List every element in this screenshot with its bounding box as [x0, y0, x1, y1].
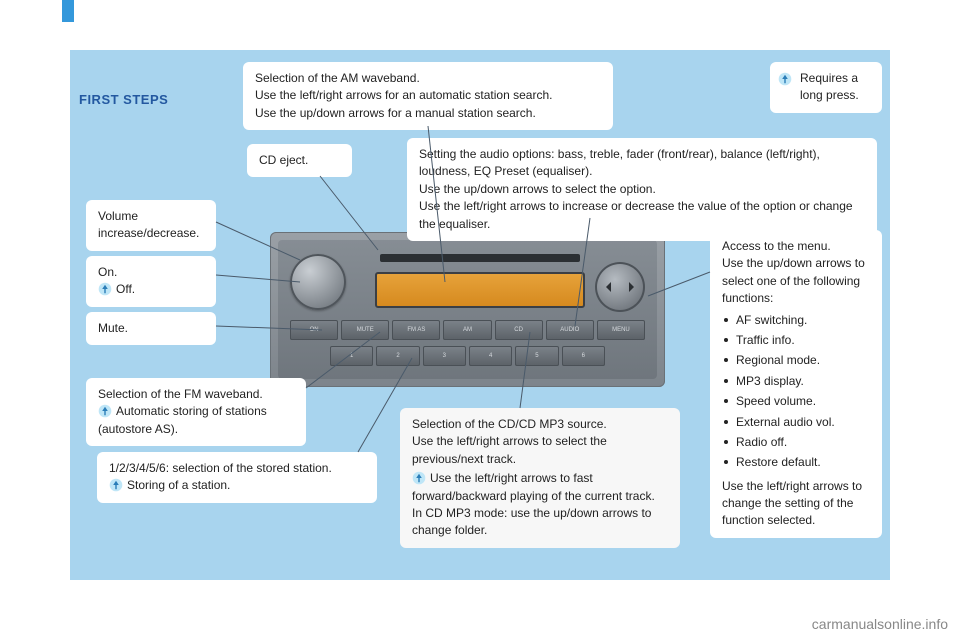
callout-cd-mp3: Selection of the CD/CD MP3 source. Use t… — [400, 408, 680, 548]
presets-line2: Storing of a station. — [127, 478, 230, 492]
callout-volume: Volume increase/decrease. — [86, 200, 216, 251]
radio-button: MENU — [597, 320, 645, 340]
radio-button: CD — [495, 320, 543, 340]
radio-button: AUDIO — [546, 320, 594, 340]
callout-audio-options: Setting the audio options: bass, treble,… — [407, 138, 877, 241]
callout-long-press: Requires a long press. — [770, 62, 882, 113]
radio-display-graphic — [375, 272, 585, 308]
cdmp3-p2: Use the left/right arrows to fast forwar… — [412, 471, 655, 537]
radio-preset-button: 6 — [562, 346, 605, 366]
radio-preset-button: 3 — [423, 346, 466, 366]
watermark: carmanualsonline.info — [812, 616, 948, 632]
radio-button: MUTE — [341, 320, 389, 340]
radio-button: FM AS — [392, 320, 440, 340]
menu-list-item: External audio vol. — [722, 414, 870, 431]
radio-preset-button: 4 — [469, 346, 512, 366]
menu-list-item: Regional mode. — [722, 352, 870, 369]
cd-slot-graphic — [380, 254, 580, 262]
callout-text: Selection of the AM waveband. Use the le… — [255, 71, 552, 120]
presets-line1: 1/2/3/4/5/6: selection of the stored sta… — [109, 460, 365, 477]
callout-on-off: On. Off. — [86, 256, 216, 307]
radio-button-row-1: ONMUTEFM ASAMCDAUDIOMENU — [290, 320, 645, 340]
long-press-icon — [98, 404, 112, 418]
on-label: On. — [98, 264, 204, 281]
fm-line2: Automatic storing of stations (autostore… — [98, 404, 267, 435]
long-press-icon — [109, 478, 123, 492]
callout-text: Setting the audio options: bass, treble,… — [419, 147, 853, 231]
menu-intro: Access to the menu. Use the up/down arro… — [722, 238, 870, 308]
menu-outro: Use the left/right arrows to change the … — [722, 478, 870, 530]
menu-list-item: Traffic info. — [722, 332, 870, 349]
callout-text: Mute. — [98, 321, 128, 335]
long-press-icon — [778, 72, 792, 86]
radio-preset-button: 5 — [515, 346, 558, 366]
menu-list-item: Speed volume. — [722, 393, 870, 410]
callout-am-waveband: Selection of the AM waveband. Use the le… — [243, 62, 613, 130]
volume-knob-graphic — [290, 254, 346, 310]
menu-list-item: AF switching. — [722, 312, 870, 329]
radio-preset-button: 1 — [330, 346, 373, 366]
page-title: FIRST STEPS — [79, 92, 168, 107]
radio-illustration: ONMUTEFM ASAMCDAUDIOMENU 123456 — [270, 232, 665, 387]
page-tab — [62, 0, 74, 22]
cdmp3-p1: Selection of the CD/CD MP3 source. Use t… — [412, 416, 668, 468]
callout-cd-eject: CD eject. — [247, 144, 352, 177]
long-press-icon — [412, 471, 426, 485]
callout-mute: Mute. — [86, 312, 216, 345]
radio-button: AM — [443, 320, 491, 340]
callout-presets: 1/2/3/4/5/6: selection of the stored sta… — [97, 452, 377, 503]
radio-button: ON — [290, 320, 338, 340]
callout-menu: Access to the menu. Use the up/down arro… — [710, 230, 882, 538]
nav-pad-graphic — [595, 262, 645, 312]
callout-text: Requires a long press. — [800, 71, 859, 102]
menu-list: AF switching. Traffic info. Regional mode.… — [722, 312, 870, 472]
callout-fm-waveband: Selection of the FM waveband. Automatic … — [86, 378, 306, 446]
fm-line1: Selection of the FM waveband. — [98, 386, 294, 403]
radio-button-row-2: 123456 — [330, 346, 605, 366]
off-label: Off. — [116, 282, 135, 296]
menu-list-item: MP3 display. — [722, 373, 870, 390]
menu-list-item: Radio off. — [722, 434, 870, 451]
callout-text: CD eject. — [259, 153, 308, 167]
callout-text: Volume increase/decrease. — [98, 209, 199, 240]
menu-list-item: Restore default. — [722, 454, 870, 471]
long-press-icon — [98, 282, 112, 296]
radio-preset-button: 2 — [376, 346, 419, 366]
